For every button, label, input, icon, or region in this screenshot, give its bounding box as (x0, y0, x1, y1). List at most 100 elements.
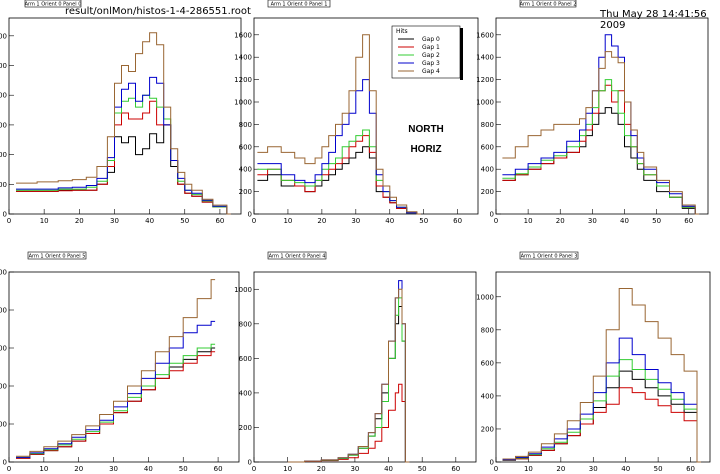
x-tick-label: 60 (453, 217, 462, 225)
series-line-gap-3 (287, 280, 410, 463)
legend-entry: Gap 4 (422, 68, 440, 75)
x-tick-label: 30 (110, 217, 119, 225)
y-tick-label: 2500 (0, 62, 7, 70)
y-tick-label: 0 (3, 459, 7, 467)
histogram-panel-2: Arm 1 Orient 0 Panel 20 10 20 30 40 50 6002004… (476, 0, 709, 225)
y-tick-label: 1600 (234, 31, 252, 39)
x-tick-label: 10 (39, 465, 48, 473)
x-tick-label: 0 (494, 465, 498, 473)
x-tick-label: 40 (144, 465, 153, 473)
plot-frame (495, 271, 711, 463)
series-line-gap-1 (257, 135, 421, 215)
panel-title-box (267, 0, 331, 8)
y-tick-label: 400 (0, 307, 7, 315)
x-tick-label: 60 (451, 465, 460, 473)
y-tick-label: 800 (481, 326, 494, 334)
x-tick-label: 40 (384, 465, 393, 473)
series-line-gap-0 (16, 347, 216, 459)
y-tick-label: 1000 (476, 99, 494, 107)
y-tick-label: 100 (0, 421, 7, 429)
y-tick-label: 300 (0, 345, 7, 353)
y-tick-label: 0 (490, 211, 494, 219)
y-tick-label: 600 (481, 359, 494, 367)
series-line-gap-3 (257, 79, 421, 215)
y-tick-label: 0 (3, 211, 7, 219)
x-tick-label: 10 (283, 465, 292, 473)
x-tick-label: 0 (7, 217, 11, 225)
series-line-gap-1 (16, 100, 231, 215)
file-path-label: result/onlMon/histos-1-4-286551.root (65, 6, 251, 17)
y-tick-label: 2000 (0, 92, 7, 100)
annotation-north: NORTH (408, 124, 444, 135)
x-tick-label: 50 (419, 217, 428, 225)
y-tick-label: 600 (239, 143, 252, 151)
plot-frame (8, 17, 242, 215)
y-tick-label: 1000 (0, 151, 7, 159)
panel-title: Arm 1 Orient 0 Panel 5 (29, 254, 86, 260)
x-tick-label: 30 (109, 465, 118, 473)
series-line-gap-0 (16, 124, 231, 215)
x-tick-label: 60 (214, 465, 223, 473)
histogram-panel-4: Arm 1 Orient 0 Panel 40 10 20 30 40 50 6002004… (234, 251, 477, 473)
series-line-gap-4 (287, 288, 410, 463)
legend-title: Hits (396, 28, 408, 35)
legend-shadow (460, 28, 463, 80)
y-tick-label: 0 (490, 459, 494, 467)
y-tick-label: 1000 (234, 286, 252, 294)
x-tick-label: 20 (317, 465, 326, 473)
plot-frame (495, 17, 709, 215)
y-tick-label: 0 (248, 459, 252, 467)
x-tick-label: 40 (620, 217, 629, 225)
x-tick-label: 60 (686, 465, 695, 473)
series-line-gap-3 (502, 34, 700, 215)
legend-box (391, 25, 461, 79)
series-line-gap-2 (16, 343, 216, 458)
x-tick-label: 10 (524, 465, 533, 473)
y-tick-label: 400 (481, 392, 494, 400)
y-tick-label: 1200 (234, 76, 252, 84)
x-tick-label: 0 (252, 217, 256, 225)
panel-title-box (519, 0, 577, 8)
x-tick-label: 50 (652, 217, 661, 225)
x-tick-label: 60 (215, 217, 224, 225)
x-tick-label: 0 (7, 465, 11, 473)
y-tick-label: 200 (239, 424, 252, 432)
x-tick-label: 20 (556, 465, 565, 473)
legend-entry: Gap 0 (422, 36, 440, 43)
x-tick-label: 50 (654, 465, 663, 473)
x-tick-label: 20 (75, 217, 84, 225)
series-line-gap-2 (287, 297, 410, 463)
y-tick-label: 3000 (0, 32, 7, 40)
x-tick-label: 10 (524, 217, 533, 225)
plot-frame (253, 17, 479, 215)
series-line-gap-4 (16, 279, 216, 457)
x-tick-label: 20 (556, 217, 565, 225)
y-tick-label: 800 (239, 121, 252, 129)
x-tick-label: 40 (621, 465, 630, 473)
series-line-gap-3 (16, 76, 231, 215)
series-line-gap-4 (16, 32, 231, 215)
y-tick-label: 200 (0, 383, 7, 391)
x-tick-label: 40 (145, 217, 154, 225)
y-tick-label: 200 (239, 188, 252, 196)
panel-title: Arm 1 Orient 0 Panel 0 (25, 2, 82, 8)
series-line-gap-4 (502, 288, 701, 463)
x-tick-label: 0 (494, 217, 498, 225)
y-tick-label: 1500 (0, 121, 7, 129)
histogram-panel-3: Arm 1 Orient 0 Panel 5 0 10 20 30 40 50 60 0 100 2… (0, 251, 240, 473)
legend-entry: Gap 1 (422, 44, 440, 51)
y-tick-label: 1000 (476, 293, 494, 301)
histogram-panel-5: Arm 1 Orient 0 Panel 30 10 20 30 40 50 6002004… (476, 251, 711, 473)
panel-title: Arm 1 Orient 0 Panel 2 (520, 2, 577, 8)
series-line-gap-0 (502, 107, 700, 215)
y-tick-label: 800 (481, 121, 494, 129)
x-tick-label: 10 (40, 217, 49, 225)
plot-frame (8, 271, 240, 463)
series-line-gap-4 (502, 51, 700, 215)
series-line-gap-1 (287, 383, 410, 463)
x-tick-label: 30 (589, 465, 598, 473)
y-tick-label: 1000 (234, 99, 252, 107)
y-tick-label: 1400 (234, 54, 252, 62)
timestamp-label: Thu May 28 14:41:56 2009 (600, 9, 707, 31)
y-tick-label: 200 (481, 425, 494, 433)
